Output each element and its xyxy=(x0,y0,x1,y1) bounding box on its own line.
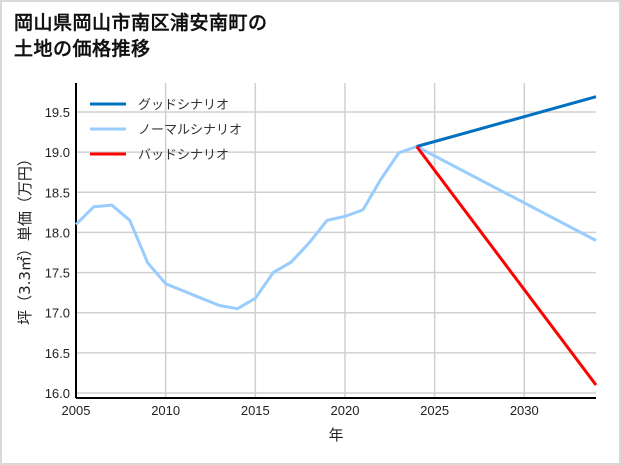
y-axis-label: 坪（3.3㎡）単価（万円） xyxy=(16,151,34,325)
series-lines xyxy=(74,95,598,386)
x-tick-label: 2015 xyxy=(241,403,270,418)
y-tick-label: 18.0 xyxy=(45,225,70,240)
y-tick-label: 16.5 xyxy=(45,346,70,361)
y-tick-label: 19.5 xyxy=(45,105,70,120)
y-tick-label: 17.5 xyxy=(45,266,70,281)
y-tick-label: 18.5 xyxy=(45,185,70,200)
axes xyxy=(75,83,596,399)
y-tick-label: 19.0 xyxy=(45,145,70,160)
series-line xyxy=(74,145,597,311)
legend-label: バッドシナリオ xyxy=(138,148,229,163)
tick-labels: 2005 2010 2015 2020 2025 2030 16.0 16.5 17.0 17.5… xyxy=(45,105,539,418)
y-tick-label: 17.0 xyxy=(45,306,70,321)
y-tick-label: 16.0 xyxy=(45,386,70,401)
x-tick-label: 2010 xyxy=(151,403,180,418)
grid-lines xyxy=(75,83,596,398)
x-axis-label: 年 xyxy=(328,426,343,444)
series-line xyxy=(415,145,598,386)
x-tick-label: 2020 xyxy=(331,403,360,418)
legend-label: グッドシナリオ xyxy=(138,98,229,113)
x-tick-label: 2025 xyxy=(420,403,449,418)
x-tick-label: 2005 xyxy=(62,403,91,418)
legend-label: ノーマルシナリオ xyxy=(138,123,242,138)
chart-title-line1: 岡山県岡山市南区浦安南町の xyxy=(14,12,268,34)
x-tick-label: 2030 xyxy=(510,403,539,418)
chart-title: 岡山県岡山市南区浦安南町の 土地の価格推移 xyxy=(14,10,268,62)
chart-title-line2: 土地の価格推移 xyxy=(14,38,151,60)
series-line xyxy=(416,95,597,148)
